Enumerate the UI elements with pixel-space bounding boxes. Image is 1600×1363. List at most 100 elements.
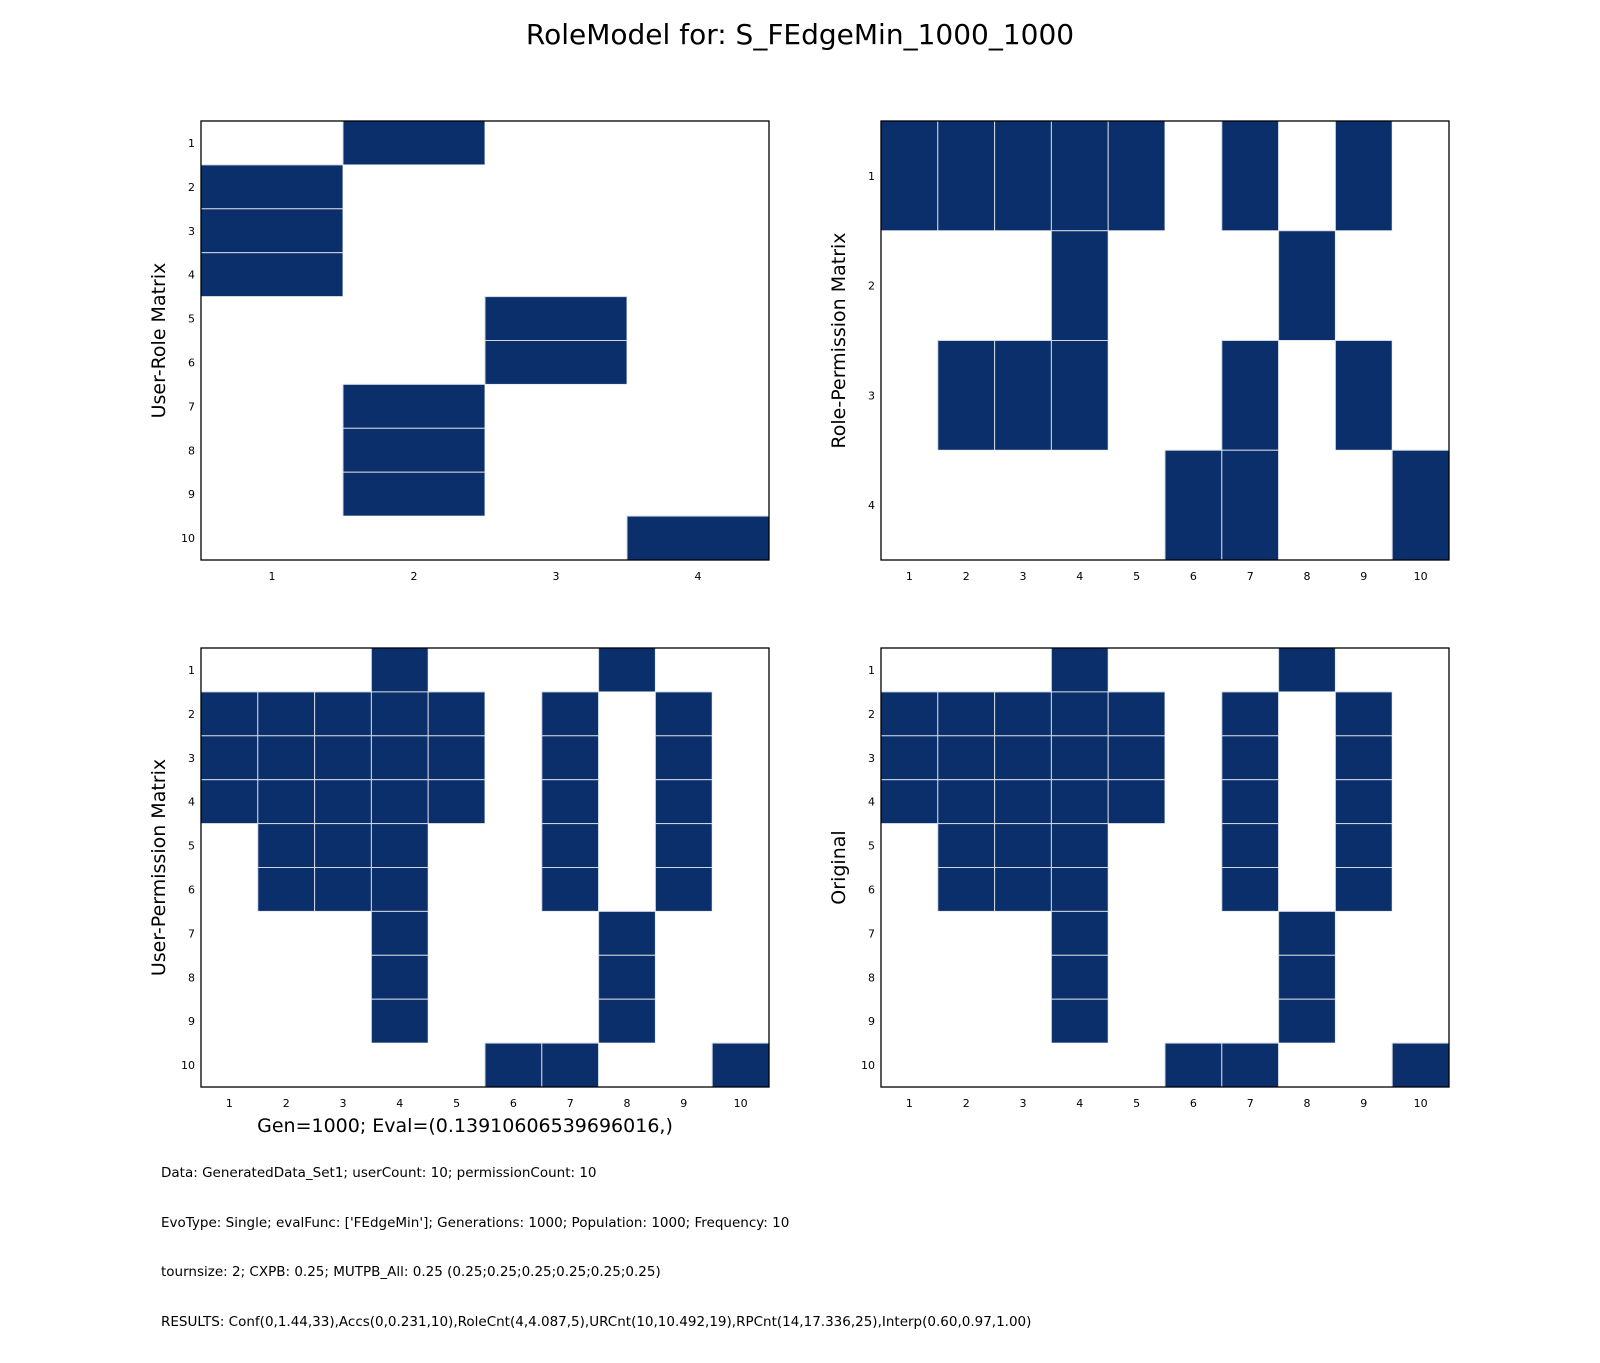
user-permission-cell bbox=[200, 735, 259, 781]
original-cell bbox=[1334, 779, 1393, 825]
user-role-x-tick-label: 3 bbox=[553, 570, 560, 583]
user-permission-cell bbox=[370, 647, 429, 693]
original-cell bbox=[1335, 911, 1393, 956]
original-cell bbox=[1221, 911, 1279, 956]
user-role-cell bbox=[485, 472, 627, 517]
user-role-x-tick-label: 1 bbox=[269, 570, 276, 583]
original-cell bbox=[937, 999, 995, 1044]
original-cell bbox=[1392, 691, 1449, 736]
user-permission-cell bbox=[485, 648, 542, 692]
user-permission-y-tick-label: 2 bbox=[188, 708, 195, 721]
user-permission-cell bbox=[485, 955, 542, 1000]
user-permission-cell bbox=[655, 999, 713, 1044]
role-permission-cell bbox=[880, 120, 939, 232]
role-permission-cell bbox=[881, 450, 938, 560]
user-role-cell bbox=[627, 472, 769, 517]
user-permission-cell bbox=[485, 911, 542, 956]
user-permission-cell bbox=[654, 867, 713, 912]
role-permission-cell bbox=[1050, 340, 1109, 451]
user-role-cell bbox=[627, 208, 769, 253]
user-permission-y-tick-label: 9 bbox=[188, 1015, 195, 1028]
user-permission-cell bbox=[485, 999, 542, 1044]
original-cell bbox=[1108, 867, 1165, 912]
original-cell bbox=[1278, 998, 1336, 1044]
user-permission-cell bbox=[370, 691, 429, 737]
user-permission-cell bbox=[314, 735, 372, 781]
original-cell bbox=[994, 911, 1052, 956]
user-permission-cell bbox=[541, 735, 600, 781]
user-permission-cell bbox=[201, 999, 258, 1044]
role-permission-cell bbox=[1221, 340, 1280, 451]
user-permission-cell bbox=[654, 779, 713, 825]
role-permission-cell bbox=[1165, 121, 1222, 231]
original-cell bbox=[1335, 648, 1393, 692]
user-permission-y-tick-label: 4 bbox=[188, 796, 195, 809]
user-permission-cell bbox=[655, 955, 713, 1000]
user-role-cell bbox=[627, 252, 769, 297]
user-permission-cell bbox=[257, 779, 316, 825]
original-cell bbox=[937, 779, 996, 825]
user-role-cell bbox=[343, 296, 485, 341]
original-cell bbox=[1165, 735, 1222, 780]
user-permission-cell bbox=[712, 999, 769, 1044]
original-cell bbox=[1278, 691, 1336, 736]
user-permission-y-tick-label: 8 bbox=[188, 971, 195, 984]
original-x-tick-label: 10 bbox=[1414, 1097, 1428, 1110]
original-cell bbox=[1108, 648, 1165, 692]
role-permission-x-tick-label: 1 bbox=[906, 570, 913, 583]
user-permission-cell bbox=[485, 779, 542, 824]
user-permission-cell bbox=[314, 648, 372, 692]
user-permission-cell bbox=[201, 911, 258, 956]
original-cell bbox=[937, 648, 995, 692]
role-permission-cell bbox=[1392, 340, 1449, 451]
role-permission-cell bbox=[1051, 450, 1109, 560]
user-permission-cell bbox=[427, 779, 486, 825]
user-permission-cell bbox=[655, 911, 713, 956]
user-permission-cell bbox=[427, 691, 486, 737]
original-x-tick-label: 8 bbox=[1304, 1097, 1311, 1110]
user-permission-cell bbox=[370, 779, 429, 825]
user-permission-cell bbox=[314, 867, 372, 912]
user-role-y-tick-label: 1 bbox=[188, 137, 195, 150]
user-permission-cell bbox=[712, 867, 769, 912]
original-cell bbox=[1221, 735, 1280, 781]
role-permission-cell bbox=[937, 120, 996, 232]
user-permission-cell bbox=[257, 648, 315, 692]
original-cell bbox=[1278, 910, 1336, 956]
original-cell bbox=[1278, 647, 1336, 693]
user-role-cell bbox=[343, 516, 485, 560]
user-permission-cell bbox=[314, 911, 372, 956]
user-role-cell bbox=[627, 296, 769, 341]
user-permission-x-tick-label: 4 bbox=[396, 1097, 403, 1110]
footer-line-results: RESULTS: Conf(0,1.44,33),Accs(0,0.231,10… bbox=[161, 1313, 1032, 1330]
original-cell bbox=[994, 648, 1052, 692]
user-permission-x-tick-label: 6 bbox=[510, 1097, 517, 1110]
original-cell bbox=[1334, 691, 1393, 737]
user-role-cell bbox=[343, 340, 485, 385]
role-permission-cell bbox=[994, 340, 1052, 451]
role-permission-cell bbox=[1165, 340, 1222, 451]
role-permission-cell bbox=[937, 340, 996, 451]
user-role-cell bbox=[485, 516, 627, 560]
user-permission-x-tick-label: 9 bbox=[680, 1097, 687, 1110]
user-permission-cell bbox=[711, 1042, 770, 1088]
original-cell bbox=[1107, 691, 1166, 737]
role-permission-cell bbox=[1221, 230, 1279, 341]
role-permission-cell bbox=[1221, 449, 1280, 561]
original-cell bbox=[880, 735, 939, 781]
user-permission-y-tick-label: 7 bbox=[188, 927, 195, 940]
original-cell bbox=[1108, 1043, 1165, 1087]
user-permission-cell bbox=[370, 867, 429, 912]
user-role-y-tick-label: 6 bbox=[188, 356, 195, 369]
user-permission-cell bbox=[654, 735, 713, 781]
user-permission-cell bbox=[427, 735, 486, 781]
user-permission-cell bbox=[541, 691, 600, 737]
role-permission-cell bbox=[1108, 450, 1165, 560]
user-permission-cell bbox=[257, 1043, 315, 1087]
original-cell bbox=[880, 691, 939, 737]
role-permission-x-tick-label: 10 bbox=[1414, 570, 1428, 583]
role-permission-cell bbox=[994, 230, 1052, 341]
user-permission-y-tick-label: 5 bbox=[188, 840, 195, 853]
original-cell bbox=[1050, 691, 1109, 737]
role-permission-cell bbox=[1278, 230, 1336, 341]
